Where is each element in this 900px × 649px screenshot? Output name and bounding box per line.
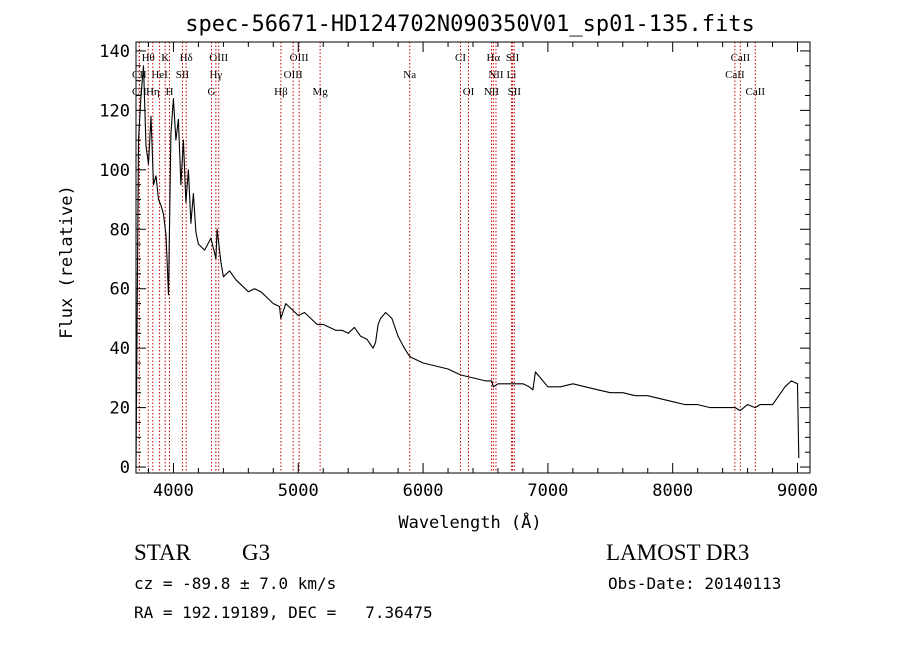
spectrum-series [135,65,800,468]
line-label: Hβ [274,86,288,98]
observation-date: Obs-Date: 20140113 [608,574,782,593]
x-tick-label: 9000 [777,481,818,501]
line-label: Hδ [180,52,193,64]
object-subclass: G3 [242,540,271,565]
line-label: Mg [312,86,328,98]
line-label: Hα [486,52,500,64]
x-tick-label: 6000 [403,481,444,501]
line-label: OI [463,86,475,98]
y-tick-label: 0 [120,458,130,478]
line-label: H [165,86,173,98]
x-tick-label: 7000 [527,481,568,501]
spectrum-line [135,65,800,468]
line-label: CI [455,52,466,64]
line-label: SII [176,69,190,81]
y-tick-label: 60 [110,280,130,300]
line-label: NII [484,86,500,98]
line-label: Hγ [209,69,222,81]
line-label: OIII [284,69,303,81]
line-label: Hθ [142,52,155,64]
y-tick-label: 100 [99,161,130,181]
plot-frame [135,41,811,474]
line-label: K [161,52,169,64]
y-tick-label: 80 [110,220,130,240]
line-label: CaII [731,52,751,64]
line-label: SII [506,52,520,64]
x-tick-label: 5000 [278,481,319,501]
redshift-velocity: cz = -89.8 ± 7.0 km/s [134,574,337,593]
line-label: OIII [209,52,228,64]
y-tick-label: 120 [99,101,130,121]
line-label: Li [507,69,517,81]
axis-ticks: 4000 5000 6000 7000 8000 9000 0 20 40 60 80 100 120 1… [99,42,818,501]
line-label: SII [508,86,522,98]
y-tick-label: 20 [110,399,130,419]
survey-name: LAMOST DR3 [606,540,750,565]
x-tick-label: 4000 [153,481,194,501]
line-label: NII [488,69,504,81]
line-label: OIII [290,52,309,64]
line-label: CaII [725,69,745,81]
line-label: G [208,86,216,98]
coordinates: RA = 192.19189, DEC = 7.36475 [134,603,433,622]
y-tick-label: 140 [99,42,130,62]
line-label: Hη [146,86,160,98]
x-axis-label: Wavelength (Å) [398,511,541,533]
line-label: Na [403,69,416,81]
line-label: CaII [746,86,766,98]
line-label: HeI [151,69,168,81]
x-tick-label: 8000 [652,481,693,501]
chart-title: spec-56671-HD124702N090350V01_sp01-135.f… [185,12,755,37]
object-class: STAR [134,540,191,565]
y-tick-label: 40 [110,339,130,359]
y-axis-label: Flux (relative) [57,185,77,339]
